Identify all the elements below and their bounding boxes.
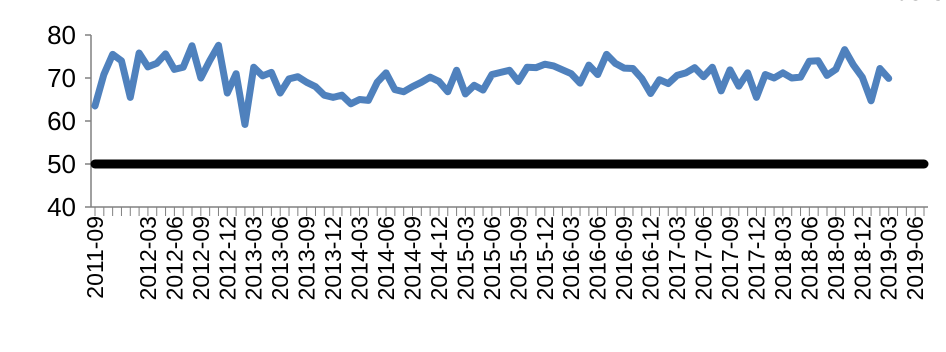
x-axis-tick-labels: 2011-09 2012-03 2012-06 2012-09 2012-12 2013-… bbox=[82, 216, 928, 300]
y-axis-tick-labels: 40 50 60 70 80 bbox=[47, 20, 76, 222]
x-tick-label: 2015-03 bbox=[452, 216, 478, 300]
y-tick-label: 60 bbox=[47, 106, 76, 136]
x-tick-label: 2013-09 bbox=[294, 216, 320, 300]
x-tick-label: 2015-12 bbox=[532, 216, 558, 300]
x-tick-label: 2015-09 bbox=[505, 216, 531, 300]
x-tick-label: 2019-06 bbox=[902, 216, 928, 300]
x-tick-label: 2019-03 bbox=[876, 216, 902, 300]
x-tick-label: 2011-09 bbox=[82, 216, 108, 299]
x-tick-label: 2016-03 bbox=[558, 216, 584, 300]
x-tick-label: 2018-03 bbox=[770, 216, 796, 300]
data-label-last: 69.9 bbox=[894, 0, 946, 6]
y-tick-label: 40 bbox=[47, 192, 76, 222]
y-tick-label: 80 bbox=[47, 20, 76, 50]
x-tick-label: 2016-12 bbox=[638, 216, 664, 300]
x-tick-label: 2018-06 bbox=[796, 216, 822, 300]
x-tick-label: 2017-06 bbox=[691, 216, 717, 300]
x-tick-label: 2013-12 bbox=[320, 216, 346, 300]
x-tick-label: 2017-09 bbox=[717, 216, 743, 300]
series-lines bbox=[90, 41, 929, 169]
x-tick-label: 2014-06 bbox=[373, 216, 399, 300]
x-tick-label: 2014-12 bbox=[426, 216, 452, 300]
x-tick-label: 2013-03 bbox=[241, 216, 267, 300]
x-tick-label: 2018-12 bbox=[849, 216, 875, 300]
x-tick-label: 2016-06 bbox=[585, 216, 611, 300]
x-tick-label: 2013-06 bbox=[267, 216, 293, 300]
x-tick-label: 2018-09 bbox=[823, 216, 849, 300]
x-tick-label: 2012-03 bbox=[135, 216, 161, 300]
x-tick-label: 2012-06 bbox=[161, 216, 187, 300]
data-labels: 69.9 bbox=[894, 0, 946, 6]
x-tick-label: 2014-03 bbox=[347, 216, 373, 300]
x-tick-label: 2014-09 bbox=[399, 216, 425, 300]
axes bbox=[85, 34, 928, 216]
x-tick-label: 2012-12 bbox=[214, 216, 240, 300]
x-tick-label: 2015-06 bbox=[479, 216, 505, 300]
x-tick-label: 2016-09 bbox=[611, 216, 637, 300]
x-tick-label: 2012-09 bbox=[188, 216, 214, 300]
y-tick-label: 70 bbox=[47, 63, 76, 93]
x-tick-label: 2017-12 bbox=[743, 216, 769, 300]
series-line-main bbox=[91, 41, 893, 128]
x-tick-label: 2017-03 bbox=[664, 216, 690, 300]
y-tick-label: 50 bbox=[47, 149, 76, 179]
